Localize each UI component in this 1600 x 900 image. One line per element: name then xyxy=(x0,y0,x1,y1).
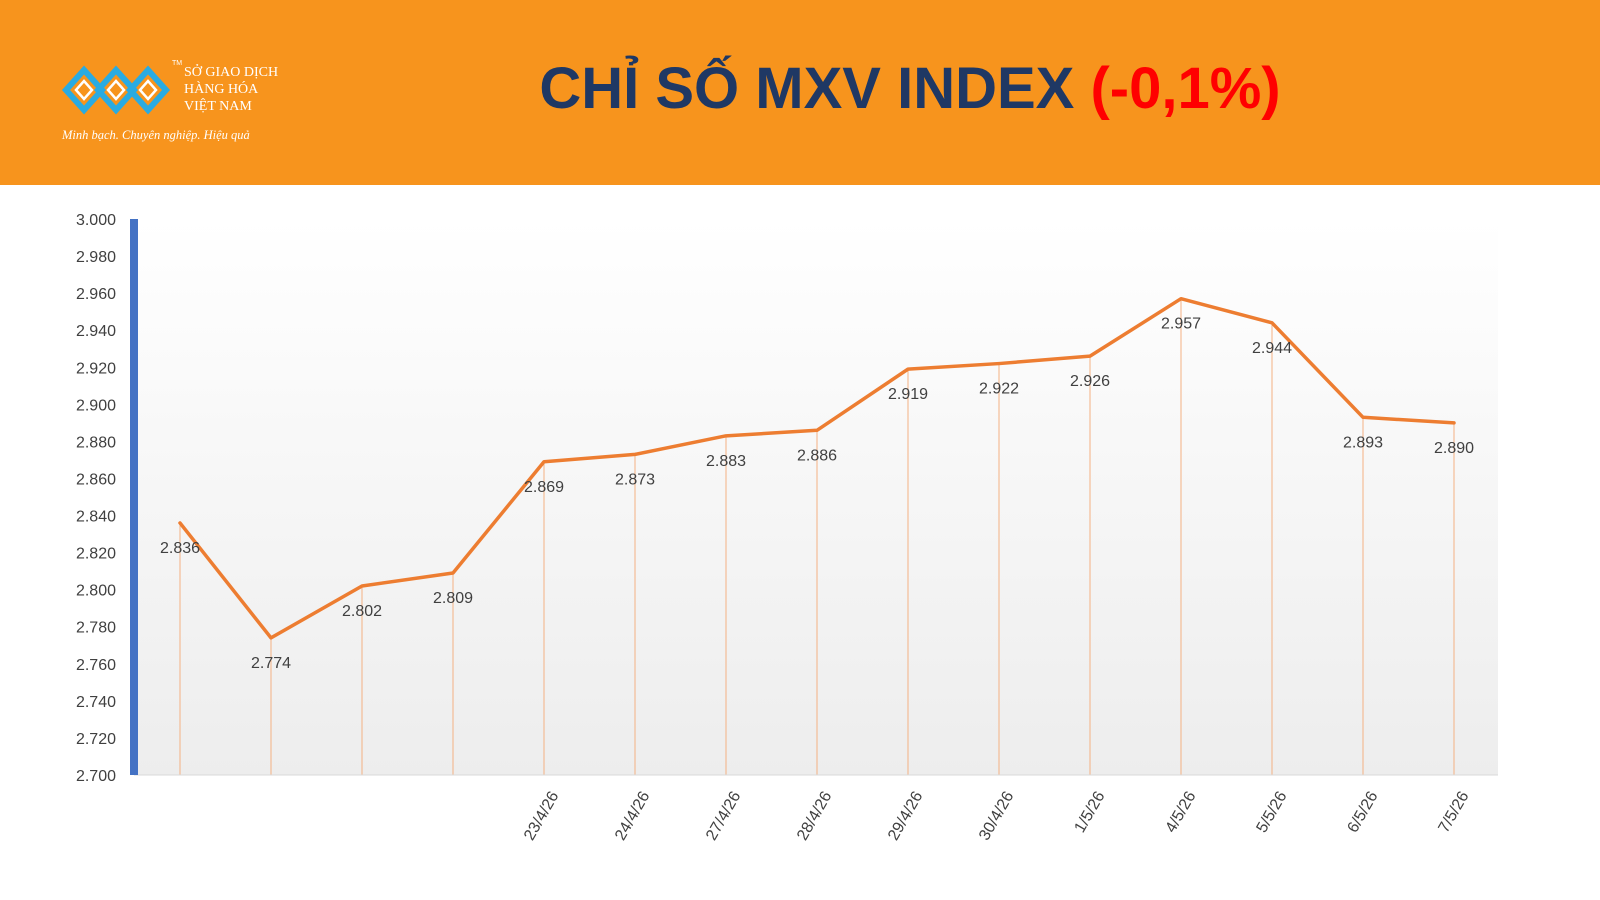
data-label: 2.890 xyxy=(1434,440,1474,457)
y-tick-label: 2.720 xyxy=(76,731,116,748)
data-label: 2.883 xyxy=(706,453,746,470)
data-label: 2.922 xyxy=(979,381,1019,398)
plot-area xyxy=(134,219,1498,775)
data-label: 2.893 xyxy=(1343,434,1383,451)
data-label: 2.873 xyxy=(615,471,655,488)
x-tick-label: 29/4/26 xyxy=(885,789,926,844)
x-tick-label: 30/4/26 xyxy=(976,789,1017,844)
data-label: 2.774 xyxy=(251,655,291,672)
x-tick-label: 23/4/26 xyxy=(521,789,562,844)
x-tick-label: 7/5/26 xyxy=(1436,789,1473,836)
data-label: 2.944 xyxy=(1252,340,1292,357)
y-tick-label: 2.920 xyxy=(76,360,116,377)
data-label: 2.836 xyxy=(160,540,200,557)
trademark-symbol: TM xyxy=(172,60,183,67)
page-title: CHỈ SỐ MXV INDEX (-0,1%) xyxy=(460,44,1360,134)
y-axis-bar xyxy=(130,219,138,775)
mxv-index-line-chart: 2.700 2.720 2.740 2.760 2.780 2.800 2.820 2.840… xyxy=(76,212,1498,844)
data-label: 2.802 xyxy=(342,603,382,620)
y-tick-label: 2.860 xyxy=(76,471,116,488)
y-tick-label: 2.980 xyxy=(76,249,116,266)
data-label: 2.869 xyxy=(524,479,564,496)
data-label: 2.957 xyxy=(1161,316,1201,333)
y-tick-label: 2.820 xyxy=(76,546,116,563)
y-tick-label: 2.880 xyxy=(76,434,116,451)
x-tick-label: 24/4/26 xyxy=(612,789,653,844)
x-tick-label: 4/5/26 xyxy=(1163,789,1200,836)
y-tick-label: 2.940 xyxy=(76,323,116,340)
slogan: Minh bạch. Chuyên nghiệp. Hiệu quả xyxy=(62,128,250,142)
header-banner: TM SỞ GIAO DỊCH HÀNG HÓA VIỆT NAM Minh b… xyxy=(0,0,1600,185)
x-tick-label: 28/4/26 xyxy=(794,789,835,844)
y-tick-label: 2.960 xyxy=(76,286,116,303)
x-tick-label: 1/5/26 xyxy=(1072,789,1109,836)
y-tick-label: 2.900 xyxy=(76,397,116,414)
y-tick-label: 2.760 xyxy=(76,657,116,674)
y-tick-label: 2.800 xyxy=(76,583,116,600)
x-tick-label: 5/5/26 xyxy=(1254,789,1291,836)
title-main: CHỈ SỐ MXV INDEX xyxy=(539,56,1091,121)
data-label: 2.886 xyxy=(797,447,837,464)
x-tick-label: 6/5/26 xyxy=(1345,789,1382,836)
y-tick-label: 2.840 xyxy=(76,509,116,526)
series-line xyxy=(178,296,1456,640)
x-tick-label: 27/4/26 xyxy=(703,789,744,844)
mxv-logo-mark-icon xyxy=(61,65,171,115)
y-tick-label: 2.780 xyxy=(76,620,116,637)
data-label: 2.809 xyxy=(433,590,473,607)
data-label: 2.926 xyxy=(1070,373,1110,390)
data-label: 2.919 xyxy=(888,386,928,403)
org-name: SỞ GIAO DỊCH HÀNG HÓA VIỆT NAM xyxy=(184,65,279,114)
mxv-logo: TM SỞ GIAO DỊCH HÀNG HÓA VIỆT NAM Minh b… xyxy=(60,60,320,150)
y-tick-label: 3.000 xyxy=(76,212,116,229)
y-tick-label: 2.700 xyxy=(76,768,116,785)
title-change: (-0,1%) xyxy=(1090,56,1281,121)
y-tick-label: 2.740 xyxy=(76,694,116,711)
